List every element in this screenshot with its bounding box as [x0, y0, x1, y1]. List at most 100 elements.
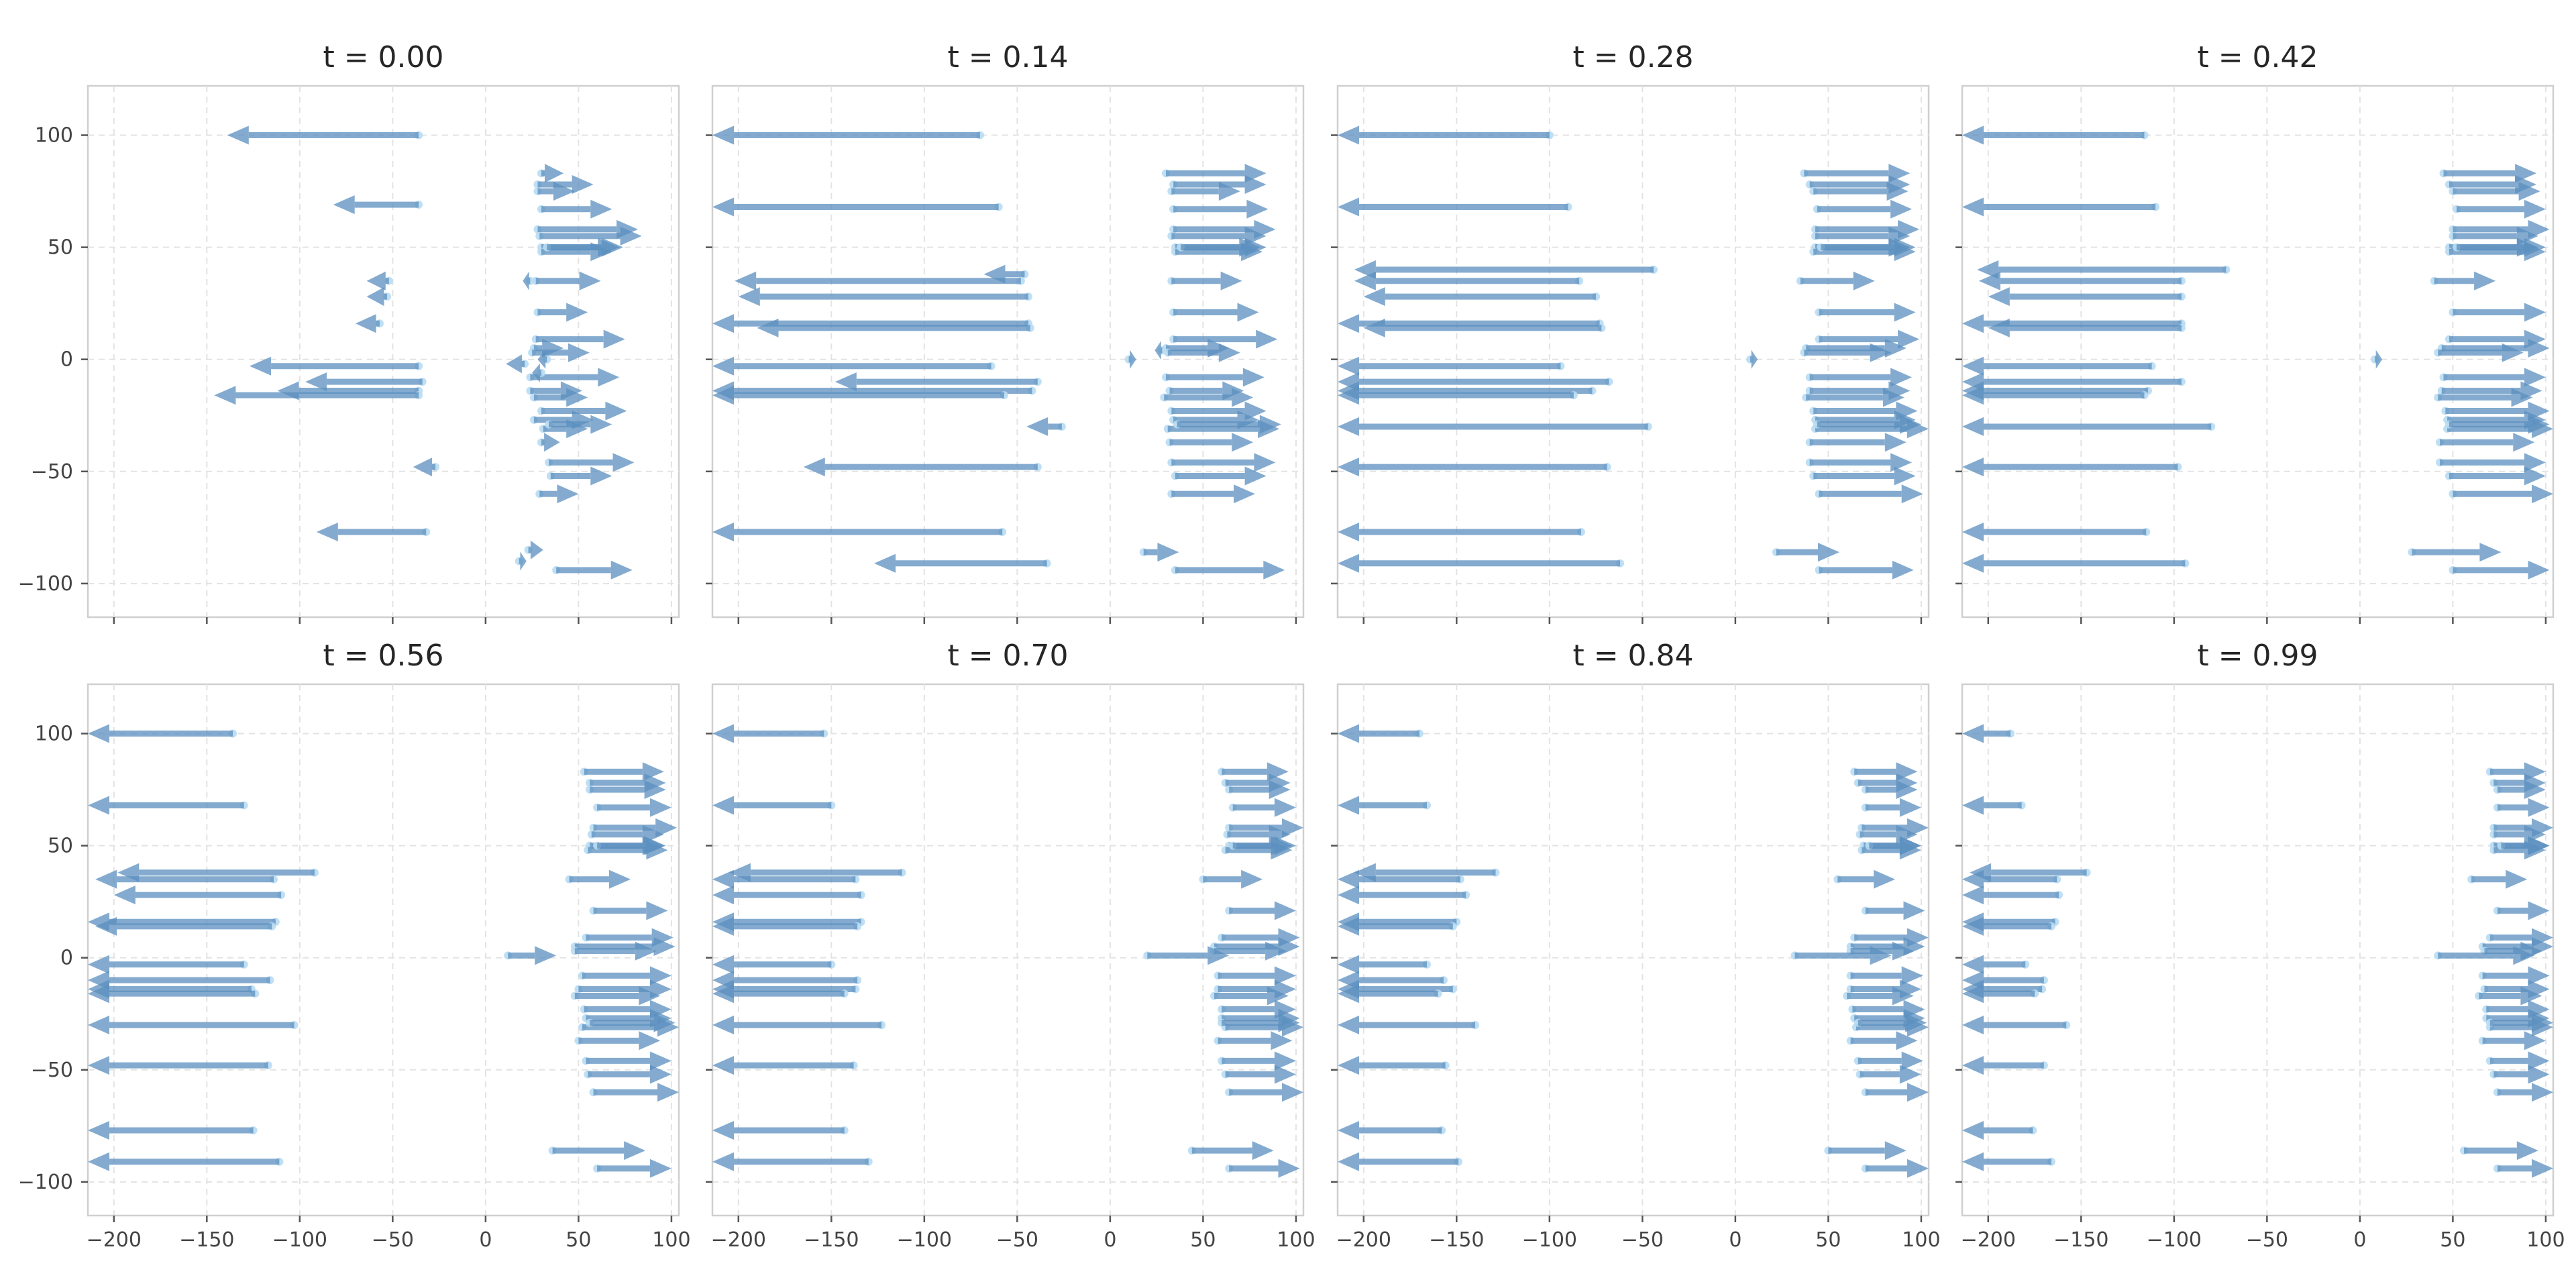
arrow: [1856, 1065, 1921, 1084]
arrow: [504, 946, 557, 965]
panel-title: t = 0.56: [323, 639, 443, 673]
arrow-head: [1338, 1152, 1359, 1171]
arrow-head: [535, 946, 557, 965]
arrow-head: [649, 798, 672, 817]
arrow-head: [712, 356, 734, 376]
arrow: [1338, 386, 1578, 405]
arrow: [548, 1141, 646, 1161]
arrow: [2493, 780, 2546, 800]
panel-frame: [711, 683, 1305, 1217]
arrow: [1805, 368, 1913, 387]
arrow: [1861, 1159, 1929, 1178]
panel-6: −200 −150 −100 −50 0 50 100 t = 0.84: [1331, 639, 1941, 1252]
arrow: [1988, 287, 2186, 307]
x-tick-label: 0: [1729, 1228, 1741, 1252]
arrow: [803, 458, 1042, 477]
arrow-head: [1338, 314, 1359, 333]
arrow-head: [1220, 271, 1242, 290]
arrow-head: [655, 818, 678, 837]
arrow-head: [712, 916, 734, 936]
arrow: [1214, 1031, 1293, 1051]
arrow-head: [1888, 237, 1911, 257]
arrow-head: [590, 415, 612, 434]
arrow: [1169, 329, 1278, 349]
arrow-head: [579, 271, 601, 290]
arrow-head: [1962, 1015, 1984, 1034]
arrow-head: [1853, 271, 1875, 290]
arrow-head: [590, 466, 612, 486]
arrow-head: [1892, 560, 1914, 580]
arrow-head: [2524, 303, 2546, 322]
arrow-head: [1274, 1065, 1296, 1084]
arrow-head: [642, 836, 664, 855]
arrow-head: [568, 343, 590, 362]
arrow-head: [1901, 484, 1923, 504]
panel-frame: [1336, 683, 1930, 1217]
arrow-head: [1218, 182, 1240, 201]
panel-title: t = 0.14: [947, 40, 1068, 74]
arrow: [2449, 484, 2553, 504]
arrow: [593, 836, 664, 855]
arrow: [1962, 724, 2015, 743]
arrow: [1988, 318, 2186, 337]
arrow-head: [2528, 1065, 2550, 1084]
panel-7: −200 −150 −100 −50 0 50 100 t = 0.99: [1955, 639, 2565, 1252]
arrow: [2478, 966, 2550, 985]
arrow-head: [1338, 955, 1359, 974]
arrow-head: [1338, 458, 1359, 477]
panel-frame: [1961, 683, 2555, 1217]
arrow-head: [2532, 1013, 2553, 1032]
y-tick-label: −50: [31, 1059, 73, 1082]
arrow-layer: [1962, 724, 2553, 1178]
arrow-layer: [88, 724, 679, 1178]
arrow: [506, 354, 529, 374]
arrow: [2371, 350, 2383, 369]
arrow-head: [366, 287, 384, 307]
arrow-head: [1208, 946, 1230, 965]
panel-title: t = 0.42: [2197, 40, 2318, 74]
arrow: [1962, 1152, 2055, 1171]
arrow-head: [1886, 182, 1909, 201]
arrow: [1865, 836, 1921, 855]
arrow-head: [1338, 916, 1359, 936]
arrow-head: [1988, 287, 2010, 307]
arrow-head: [1818, 543, 1839, 562]
arrow: [1962, 356, 2156, 376]
x-tick-label: 50: [1190, 1228, 1216, 1252]
arrow-head: [1363, 318, 1385, 337]
arrow: [1338, 197, 1572, 217]
arrow-head: [757, 318, 779, 337]
arrow: [2485, 1051, 2550, 1071]
arrow-head: [712, 314, 734, 333]
panel-title: t = 0.00: [323, 40, 443, 74]
arrow: [1354, 271, 1584, 290]
arrow-head: [88, 955, 109, 974]
arrow: [712, 197, 1003, 217]
x-tick-label: −150: [1429, 1228, 1484, 1252]
arrow: [1167, 484, 1255, 504]
arrow: [1962, 869, 2061, 889]
arrow: [2434, 388, 2533, 407]
arrow-head: [1338, 197, 1359, 217]
arrow-head: [2524, 780, 2546, 800]
arrow-head: [653, 937, 676, 956]
arrow-head: [2524, 368, 2546, 387]
arrow: [1225, 1083, 1303, 1102]
arrow: [1854, 1013, 1927, 1032]
arrow-head: [1901, 966, 1923, 985]
arrow: [533, 303, 588, 322]
arrow-head: [712, 1015, 734, 1034]
arrow-head: [1237, 303, 1259, 322]
arrow: [712, 1152, 873, 1171]
arrow-head: [1899, 836, 1921, 855]
arrow: [1338, 1056, 1450, 1075]
arrow: [227, 125, 423, 145]
arrow-head: [1338, 125, 1359, 145]
arrow-head: [566, 303, 588, 322]
arrow: [1225, 780, 1291, 800]
arrow-head: [1892, 941, 1914, 961]
x-tick-label: −200: [1336, 1228, 1391, 1252]
arrow-head: [2528, 798, 2550, 817]
arrow-head: [1962, 1152, 1984, 1171]
x-tick-label: 0: [2353, 1228, 2366, 1252]
